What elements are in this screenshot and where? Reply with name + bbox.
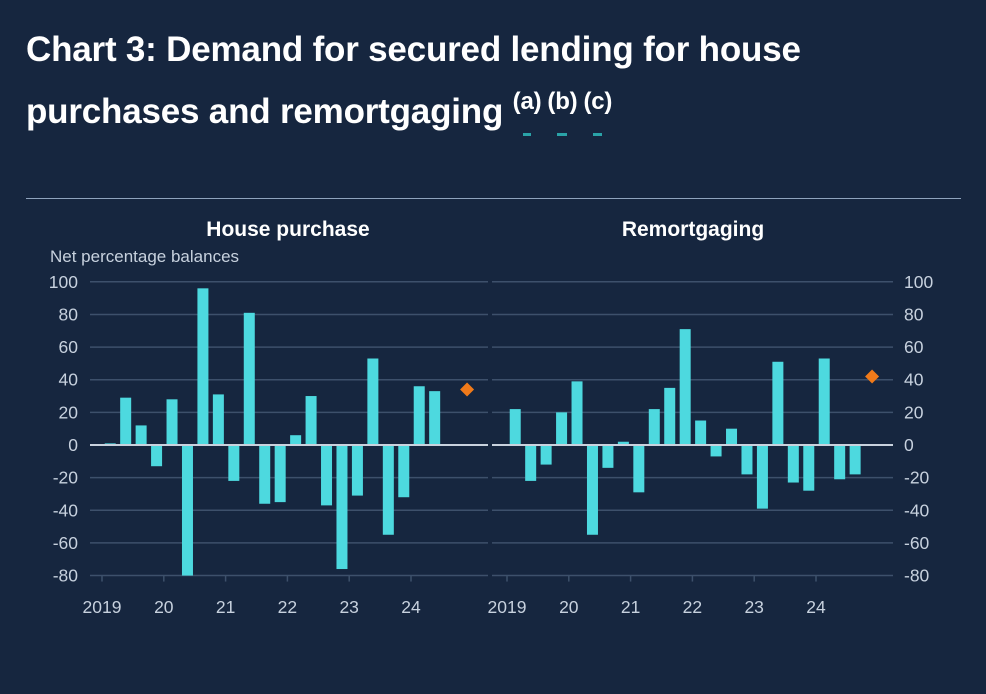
- y-tick-label: 100: [904, 272, 933, 292]
- bar: [243, 312, 255, 445]
- footnote-b-link[interactable]: (b): [547, 76, 578, 136]
- bar: [633, 445, 645, 493]
- bar: [741, 445, 753, 475]
- bar: [818, 358, 830, 445]
- y-tick-label: -40: [904, 500, 930, 520]
- x-tick-label: 24: [401, 597, 421, 617]
- y-tick-label: 60: [904, 337, 924, 357]
- x-tick-label: 24: [806, 597, 826, 617]
- bar: [679, 329, 691, 445]
- bar: [135, 425, 147, 445]
- bar: [197, 288, 209, 445]
- bar: [398, 445, 410, 498]
- y-tick-label: 40: [59, 370, 79, 390]
- y-tick-label: 40: [904, 370, 924, 390]
- house-purchase-panel: House purchase Net percentage balances 100…: [49, 218, 488, 617]
- x-tick-label: 23: [339, 597, 358, 617]
- bar: [413, 386, 425, 445]
- panel-title: House purchase: [206, 218, 369, 241]
- bar: [305, 396, 317, 445]
- bar: [259, 445, 271, 504]
- title-divider: [26, 198, 961, 199]
- y-tick-label: 80: [59, 304, 79, 324]
- bar: [228, 445, 240, 481]
- y-tick-label: 100: [49, 272, 78, 292]
- bar: [212, 394, 224, 445]
- bar: [571, 381, 583, 445]
- x-tick-label: 20: [559, 597, 579, 617]
- bar: [756, 445, 768, 509]
- footnote-a-link[interactable]: (a): [513, 76, 542, 136]
- x-tick-label: 21: [621, 597, 640, 617]
- bar: [120, 397, 132, 445]
- bar: [151, 445, 163, 467]
- bar: [290, 435, 302, 445]
- bar: [849, 445, 861, 475]
- bar: [695, 420, 707, 445]
- y-tick-label: -60: [53, 533, 79, 553]
- y-tick-label: 80: [904, 304, 924, 324]
- expected-value-diamond: [865, 369, 880, 384]
- bar: [166, 399, 178, 445]
- y-tick-label: 20: [904, 402, 924, 422]
- x-tick-label: 2019: [83, 597, 122, 617]
- bar: [803, 445, 815, 491]
- x-tick-label: 21: [216, 597, 235, 617]
- bar: [648, 409, 660, 445]
- x-tick-label: 22: [683, 597, 702, 617]
- bar: [540, 445, 552, 465]
- chart-title-text: Chart 3: Demand for secured lending for …: [26, 30, 801, 131]
- bar: [710, 445, 722, 457]
- bar: [834, 445, 846, 480]
- bar: [586, 445, 598, 535]
- bar: [351, 445, 363, 496]
- bar: [382, 445, 394, 535]
- y-tick-label: 20: [59, 402, 79, 422]
- footnote-c-link[interactable]: (c): [583, 76, 612, 136]
- y-tick-label: 0: [68, 435, 78, 455]
- y-tick-label: 60: [59, 337, 79, 357]
- bar: [367, 358, 379, 445]
- x-tick-label: 23: [744, 597, 763, 617]
- bar: [429, 391, 441, 445]
- bar: [556, 412, 568, 445]
- bar: [274, 445, 286, 503]
- remortgaging-panel: Remortgaging 100 80 60 40 20 0 -20 -40 -60 -80 2019…: [488, 218, 934, 617]
- bar: [336, 445, 348, 570]
- y-tick-label: -20: [53, 468, 79, 488]
- y-tick-label: -60: [904, 533, 930, 553]
- y-tick-label: -20: [904, 468, 930, 488]
- bar: [617, 441, 629, 445]
- y-tick-label: -80: [904, 566, 930, 586]
- x-tick-label: 22: [278, 597, 297, 617]
- expected-value-diamond: [460, 382, 475, 397]
- footnote-refs: (a) (b) (c): [513, 88, 619, 136]
- bar: [181, 445, 193, 576]
- bar: [787, 445, 799, 483]
- bar: [772, 361, 784, 445]
- x-tick-label: 20: [154, 597, 174, 617]
- bar: [321, 445, 333, 506]
- x-tick-label: 2019: [488, 597, 527, 617]
- bar: [664, 387, 676, 445]
- y-tick-label: -40: [53, 500, 79, 520]
- y-axis-label: Net percentage balances: [50, 247, 239, 266]
- bar: [602, 445, 614, 468]
- chart-title: Chart 3: Demand for secured lending for …: [26, 24, 966, 138]
- y-tick-label: -80: [53, 566, 79, 586]
- bar: [509, 409, 521, 445]
- bar: [726, 428, 738, 445]
- y-tick-label: 0: [904, 435, 914, 455]
- bar: [525, 445, 537, 481]
- panel-title: Remortgaging: [622, 218, 764, 241]
